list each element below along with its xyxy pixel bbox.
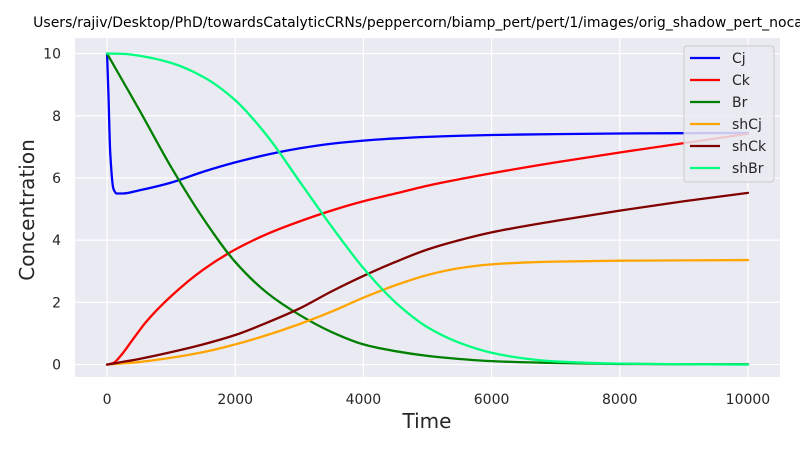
legend-label-shCk: shCk — [732, 139, 767, 155]
x-axis-label: Time — [402, 409, 452, 433]
series-line-shBr — [105, 52, 750, 366]
y-axis-label: Concentration — [15, 139, 39, 280]
series-line-Ck — [105, 132, 750, 366]
x-tick-label: 8000 — [602, 392, 638, 408]
y-tick-label: 8 — [52, 109, 61, 125]
legend-label-shBr: shBr — [732, 161, 764, 177]
plot-area — [75, 38, 780, 377]
y-axis-ticks: 0 2 4 6 8 10 — [43, 47, 61, 374]
chart-title: Users/rajiv/Desktop/PhD/towardsCatalytic… — [33, 15, 800, 31]
legend-label-Br: Br — [732, 95, 748, 111]
series-line-shCj — [105, 258, 750, 366]
x-axis-ticks: 0 2000 4000 6000 8000 10000 — [103, 392, 771, 408]
y-tick-label: 0 — [52, 358, 61, 374]
legend-label-Ck: Ck — [732, 73, 751, 89]
x-tick-label: 4000 — [346, 392, 382, 408]
y-tick-label: 6 — [52, 171, 61, 187]
legend-label-Cj: Cj — [732, 51, 746, 67]
y-tick-label: 2 — [52, 295, 61, 311]
legend-label-shCj: shCj — [732, 117, 762, 133]
x-tick-label: 10000 — [726, 392, 771, 408]
legend: Cj Ck Br shCj shCk shBr — [683, 45, 775, 183]
series-lines — [105, 52, 750, 366]
y-tick-label: 10 — [43, 47, 61, 63]
x-tick-label: 0 — [103, 392, 112, 408]
y-tick-label: 4 — [52, 233, 61, 249]
x-tick-label: 2000 — [217, 392, 253, 408]
x-tick-label: 6000 — [474, 392, 510, 408]
series-line-Cj — [105, 52, 750, 195]
